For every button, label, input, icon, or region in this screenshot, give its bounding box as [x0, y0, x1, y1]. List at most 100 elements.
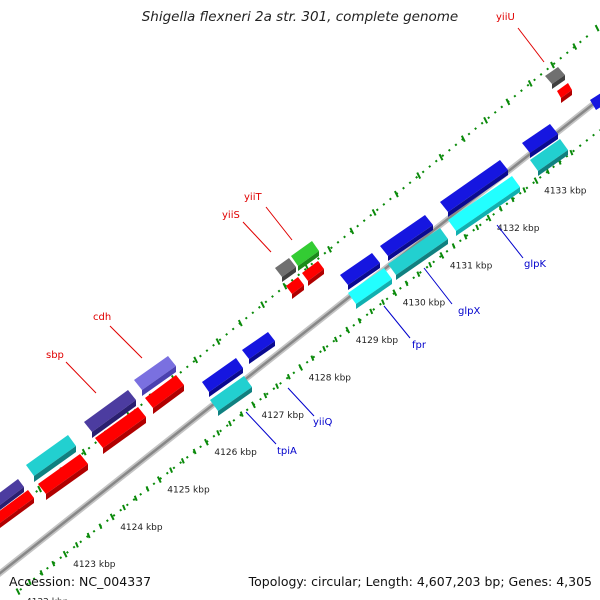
- inner-tick: [533, 177, 539, 185]
- outer-tick: [572, 43, 578, 51]
- gene-block-red-5: [302, 261, 324, 286]
- inner-minor-tick: [498, 205, 503, 212]
- outer-tick: [215, 338, 221, 345]
- inner-tick: [439, 251, 445, 259]
- outer-tick: [505, 98, 511, 106]
- inner-minor-tick: [416, 271, 421, 277]
- inner-tick: [251, 401, 256, 409]
- inner-minor-tick: [310, 355, 315, 361]
- inner-minor-tick: [369, 308, 374, 315]
- outer-tick: [193, 356, 199, 364]
- gene-block-glpK: [448, 176, 520, 236]
- inner-tick: [204, 438, 209, 446]
- outer-tick: [349, 227, 355, 235]
- outer-tick: [394, 190, 399, 198]
- gene-block-blue-right-2: [590, 93, 600, 110]
- outer-tick: [594, 24, 600, 32]
- tick-label: 4123 kbp: [73, 560, 116, 570]
- tick-label: 4129 kbp: [356, 336, 399, 346]
- gene-label-glpX: glpX: [458, 306, 480, 317]
- accession-text: Accession: NC_004337: [9, 574, 152, 589]
- inner-minor-tick: [74, 542, 79, 548]
- inner-minor-tick: [98, 523, 103, 530]
- tick-label: 4128 kbp: [309, 373, 352, 383]
- outer-tick: [550, 61, 555, 69]
- gene-block-sbp: [84, 390, 136, 438]
- gene-block-cdh: [134, 356, 176, 396]
- inner-minor-tick: [169, 467, 174, 474]
- outer-tick: [438, 153, 444, 161]
- inner-tick: [345, 326, 351, 334]
- gene-block-red-1: [38, 454, 88, 500]
- outer-tick: [527, 79, 533, 87]
- inner-minor-tick: [286, 373, 291, 380]
- inner-minor-tick: [463, 233, 468, 240]
- gene-block-red-3: [145, 375, 184, 414]
- tick-label: 4132 kbp: [497, 224, 540, 234]
- inner-minor-tick: [228, 420, 232, 427]
- gene-block-left-dark: [0, 479, 24, 510]
- gene-block-tpiA-top: [202, 358, 243, 397]
- gene-block-yiiU: [545, 67, 565, 89]
- inner-minor-tick: [133, 495, 138, 502]
- topology-text: Topology: circular; Length: 4,607,203 bp…: [248, 574, 592, 589]
- outer-tick: [237, 319, 243, 327]
- inner-minor-tick: [404, 280, 409, 287]
- gene-block-fpr: [348, 268, 392, 309]
- tick-label: 4130 kbp: [403, 299, 446, 309]
- inner-tick: [15, 588, 21, 596]
- gene-block-glpX-top: [380, 215, 433, 261]
- inner-minor-tick: [180, 457, 185, 464]
- inner-minor-tick: [381, 299, 385, 305]
- inner-tick: [109, 513, 115, 521]
- tick-label: 4131 kbp: [450, 261, 493, 271]
- gene-block-tpiA: [210, 376, 252, 416]
- inner-minor-tick: [275, 383, 279, 390]
- gene-block-cyan-right: [530, 139, 568, 176]
- gene-label-fpr: fpr: [412, 340, 427, 351]
- tick-labels: 4122 kbp 4123 kbp 4124 kbp 4125 kbp 4126 kbp…: [26, 187, 587, 600]
- tick-label: 4127 kbp: [262, 411, 305, 421]
- inner-tick: [392, 289, 398, 297]
- gene-block-glpX: [388, 228, 448, 280]
- inner-minor-tick: [122, 504, 126, 511]
- gene-block-yiiQ: [242, 332, 275, 364]
- inner-minor-tick: [357, 317, 362, 324]
- inner-minor-tick: [263, 392, 268, 399]
- gene-label-glpK: glpK: [524, 259, 546, 270]
- outer-tick: [460, 135, 466, 143]
- inner-ticks: [15, 149, 574, 596]
- gene-label-sbp: sbp: [46, 350, 64, 361]
- gene-label-yiiS: yiiS: [222, 210, 240, 221]
- inner-tick: [62, 550, 68, 558]
- inner-minor-tick: [51, 560, 56, 567]
- inner-minor-tick: [192, 448, 197, 455]
- inner-minor-tick: [145, 485, 150, 492]
- inner-minor-tick: [475, 224, 480, 231]
- inner-tick: [486, 214, 492, 222]
- gene-label-yiiU: yiiU: [496, 12, 515, 23]
- inner-minor-tick: [86, 532, 91, 539]
- inner-minor-tick: [545, 168, 550, 175]
- gene-label-yiiQ: yiiQ: [313, 417, 332, 428]
- gene-label-yiiT: yiiT: [244, 192, 262, 203]
- inner-minor-tick: [569, 149, 574, 156]
- outer-tick: [260, 301, 265, 309]
- inner-tick: [298, 364, 303, 371]
- inner-minor-tick: [216, 429, 221, 436]
- outer-tick: [37, 485, 42, 493]
- tick-label: 4126 kbp: [214, 448, 257, 458]
- inner-minor-tick: [322, 345, 327, 352]
- gene-block-cyan-1: [26, 435, 76, 482]
- outer-tick: [371, 209, 377, 216]
- inner-minor-tick: [451, 243, 456, 249]
- label-leaders: [65, 27, 545, 445]
- outer-ticks: [14, 24, 600, 511]
- gene-block-yiiT: [291, 241, 319, 271]
- backbone: [0, 94, 600, 578]
- inner-minor-tick: [522, 187, 527, 193]
- inner-minor-tick: [510, 196, 515, 203]
- tick-label: 4122 kbp: [26, 598, 69, 600]
- tick-label: 4124 kbp: [120, 523, 163, 533]
